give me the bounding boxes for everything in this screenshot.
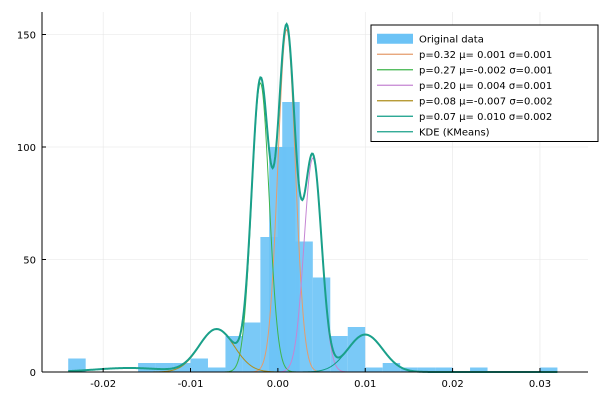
legend-label-5: p=0.07 μ= 0.010 σ=0.002	[419, 112, 552, 123]
y-tick-label-3: 150	[17, 31, 36, 42]
histogram-bar-2	[155, 363, 174, 372]
x-tick-label-5: 0.03	[529, 379, 551, 390]
histogram-bar-4	[190, 358, 208, 372]
histogram-bar-5	[207, 367, 226, 372]
histogram-bar-16	[365, 367, 383, 372]
legend-label-1: p=0.32 μ= 0.001 σ=0.001	[419, 50, 552, 61]
x-tick-label-0: -0.02	[90, 379, 116, 390]
histogram-bar-22	[539, 367, 558, 372]
y-tick-label-2: 100	[17, 143, 36, 154]
histogram-bar-12	[295, 241, 313, 372]
histogram-bar-3	[173, 363, 191, 372]
legend-label-0: Original data	[419, 34, 484, 45]
y-tick-label-0: 0	[30, 368, 36, 379]
axes	[41, 12, 588, 373]
histogram-bar-20	[435, 367, 453, 372]
x-tick-label-4: 0.02	[441, 379, 463, 390]
legend-label-2: p=0.27 μ=-0.002 σ=0.001	[419, 65, 553, 76]
tick-labels: -0.02 -0.01 0.00 0.01 0.02 0.03 0 50 100 150	[17, 31, 551, 391]
histogram-bar-7	[242, 322, 261, 372]
histogram-bar-21	[470, 367, 488, 372]
legend: Original data p=0.32 μ= 0.001 σ=0.001 p=0.…	[370, 24, 599, 142]
histogram-bar-0	[68, 358, 86, 372]
histogram-bar-14	[330, 336, 348, 372]
histogram-bar-19	[417, 367, 436, 372]
legend-box	[370, 24, 599, 142]
legend-label-4: p=0.08 μ=-0.007 σ=0.002	[419, 96, 553, 107]
legend-swatch-0	[377, 33, 413, 44]
histogram-bar-6	[225, 336, 243, 372]
x-tick-label-2: 0.00	[267, 379, 289, 390]
legend-label-3: p=0.20 μ= 0.004 σ=0.001	[419, 81, 552, 92]
y-tick-label-1: 50	[23, 256, 36, 267]
x-tick-label-1: -0.01	[178, 379, 204, 390]
legend-label-6: KDE (KMeans)	[419, 127, 490, 138]
histogram-bar-17	[382, 363, 401, 372]
histogram-bar-15	[347, 327, 366, 372]
x-tick-label-3: 0.01	[354, 379, 376, 390]
